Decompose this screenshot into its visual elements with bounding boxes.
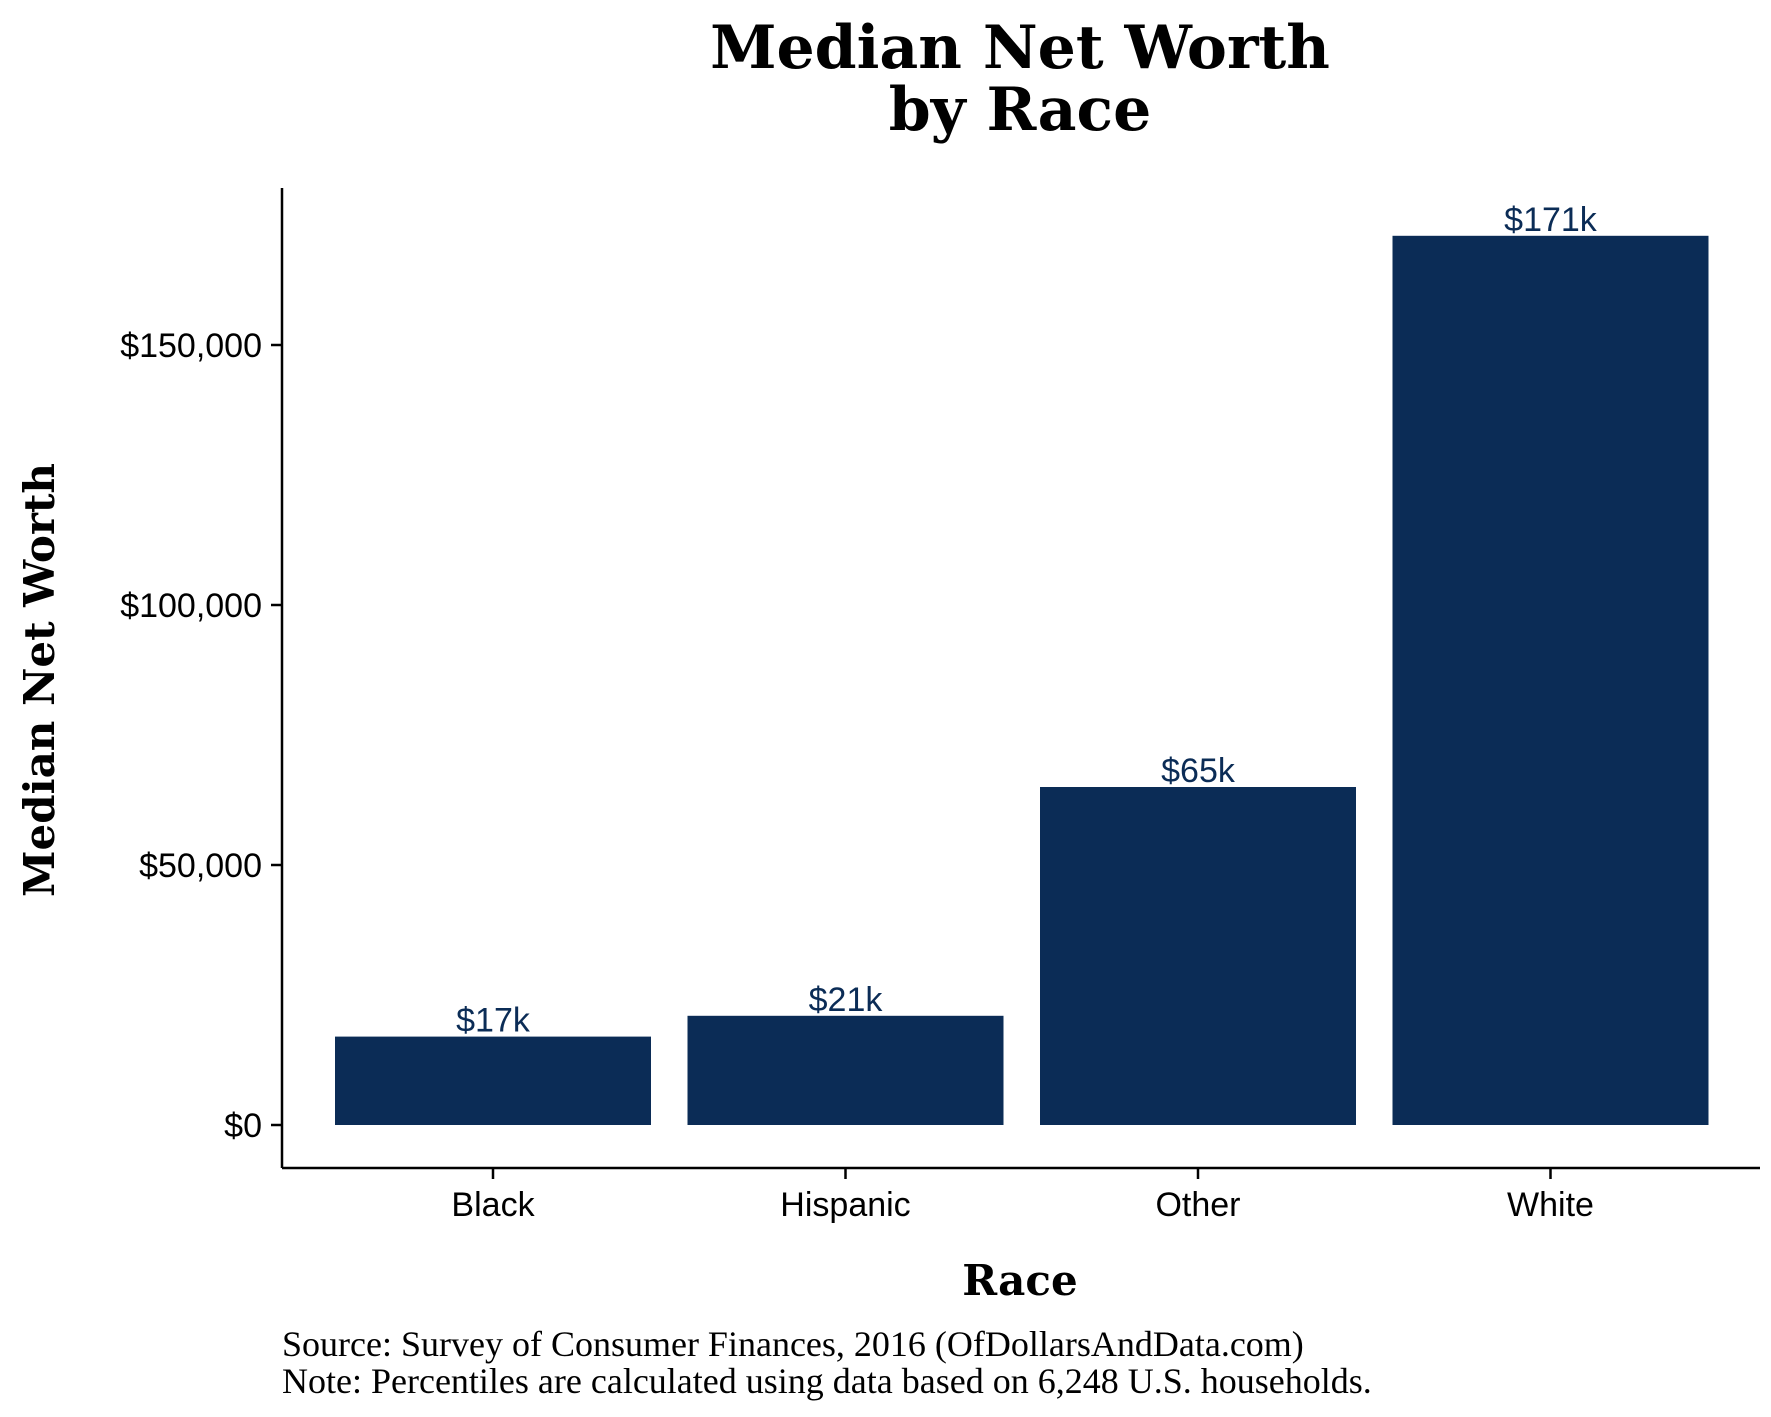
- x-tick-label-other: Other: [1155, 1186, 1240, 1224]
- bar-other: [1040, 787, 1356, 1125]
- bar-label-hispanic: $21k: [809, 981, 884, 1019]
- y-axis-title: Median Net Worth: [15, 463, 64, 897]
- y-tick-label: $150,000: [120, 327, 262, 365]
- bar-label-white: $171k: [1504, 201, 1598, 239]
- y-tick-label: $50,000: [139, 847, 262, 885]
- x-axis: Black Hispanic Other White: [282, 1166, 1760, 1224]
- bar-black: [335, 1036, 651, 1125]
- percentile-note: Note: Percentiles are calculated using d…: [282, 1361, 1372, 1401]
- y-tick-label: $0: [224, 1107, 262, 1145]
- bar-hispanic: [687, 1015, 1004, 1125]
- source-note: Source: Survey of Consumer Finances, 201…: [282, 1324, 1304, 1364]
- bar-label-black: $17k: [456, 1002, 531, 1040]
- bar-labels: $17k $21k $65k $171k: [456, 201, 1598, 1040]
- x-axis-title: Race: [962, 1256, 1077, 1305]
- bar-label-other: $65k: [1161, 752, 1236, 790]
- x-tick-label-black: Black: [451, 1186, 535, 1224]
- bars: [335, 235, 1709, 1126]
- x-tick-label-white: White: [1507, 1186, 1594, 1224]
- chart-title-line-1: Median Net Worth: [710, 13, 1330, 83]
- y-tick-label: $100,000: [120, 587, 262, 625]
- chart-title-line-2: by Race: [889, 75, 1152, 145]
- y-axis: $0 $50,000 $100,000 $150,000: [120, 188, 284, 1168]
- bar-white: [1392, 235, 1709, 1126]
- x-tick-label-hispanic: Hispanic: [780, 1186, 910, 1224]
